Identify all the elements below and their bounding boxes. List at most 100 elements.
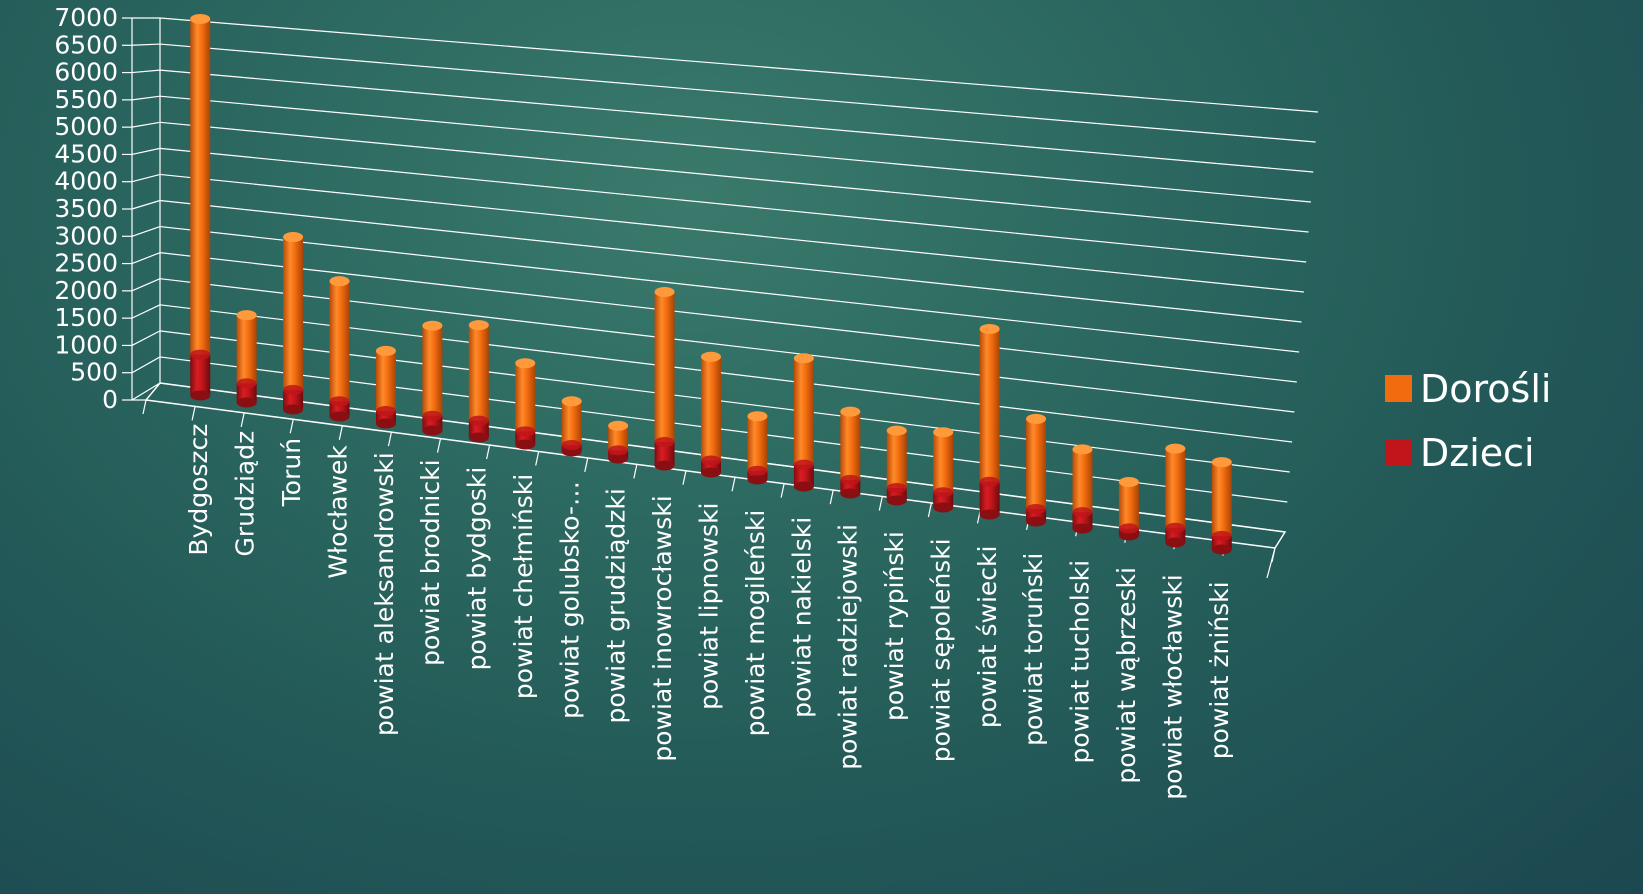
bar-segment-joint <box>561 439 582 450</box>
bar-dzieci-base <box>515 439 536 450</box>
bar-dzieci-base <box>329 411 350 422</box>
x-tick-mark <box>633 464 638 479</box>
x-tick-mark <box>927 502 932 518</box>
legend-label-dorosli: Dorośli <box>1420 367 1551 411</box>
bar-dzieci-base <box>283 404 304 415</box>
bar-segment-joint <box>422 410 443 421</box>
x-tick-mark <box>780 483 785 498</box>
bar-group <box>283 232 304 415</box>
gridline-side <box>131 278 161 292</box>
category-label: powiat grudziądzki <box>602 488 631 723</box>
x-tick-mark <box>486 444 491 460</box>
bar-dzieci-base <box>1165 537 1186 548</box>
bar-dorosli-top <box>1072 444 1093 455</box>
bar-dorosli <box>1072 449 1093 513</box>
category-label: powiat mogileński <box>741 510 770 737</box>
y-tick-label: 2000 <box>54 276 118 305</box>
gridline-side <box>131 356 161 374</box>
x-tick-mark <box>731 477 736 492</box>
bar-dzieci <box>190 354 211 396</box>
legend-label-dzieci: Dzieci <box>1420 431 1535 475</box>
category-label: powiat aleksandrowski <box>370 452 399 736</box>
x-tick-mark <box>584 457 589 473</box>
bar-dzieci-base <box>1118 530 1139 541</box>
bar-group <box>979 323 1000 520</box>
category-label: powiat chełmiński <box>509 474 538 699</box>
bar-dorosli-top <box>840 406 861 417</box>
bar-dzieci-base <box>375 418 396 429</box>
bar-dorosli-top <box>329 276 350 287</box>
bar-dorosli-top <box>1026 413 1047 424</box>
category-label: powiat bydgoski <box>463 467 492 671</box>
axes: 0500100015002000250030003500400045005000… <box>54 3 1276 579</box>
category-label: powiat lipnowski <box>695 503 724 710</box>
x-tick-mark <box>829 489 834 505</box>
y-tick-label: 500 <box>70 358 118 387</box>
bar-dorosli <box>1026 418 1047 509</box>
bar-segment-joint <box>1026 503 1047 514</box>
category-label: powiat golubsko-… <box>555 481 584 719</box>
bar-dzieci-base <box>979 509 1000 520</box>
legend-swatch-dzieci <box>1385 439 1412 466</box>
bar-segment-joint <box>1211 530 1232 541</box>
bar-segment-joint <box>236 378 257 389</box>
gridlines <box>131 17 1319 549</box>
bar-segment-joint <box>1072 507 1093 518</box>
y-tick-label: 7000 <box>54 3 118 32</box>
bar-dzieci-base <box>654 460 675 471</box>
category-label: powiat toruński <box>1019 553 1048 746</box>
gridline <box>159 69 1314 173</box>
x-tick-mark <box>191 406 196 421</box>
bar-dorosli <box>793 358 814 465</box>
y-tick-label: 1500 <box>54 303 118 332</box>
category-label: powiat radziejowski <box>834 524 863 770</box>
gridline <box>159 95 1311 203</box>
bar-dorosli-top <box>468 320 489 331</box>
bar-dorosli <box>236 315 257 384</box>
gridline <box>159 225 1300 353</box>
bar-dorosli-top <box>515 358 536 369</box>
bar-group <box>840 406 861 499</box>
x-tick-mark <box>142 399 147 415</box>
y-tick-label: 5500 <box>54 85 118 114</box>
bar-dorosli <box>933 432 954 493</box>
gridline-side <box>131 95 161 101</box>
bar-group <box>1072 444 1093 534</box>
bar-dorosli <box>329 281 350 402</box>
bar-dorosli <box>654 291 675 443</box>
bar-dzieci <box>793 464 814 487</box>
gridline <box>159 121 1309 233</box>
bar-dorosli-top <box>283 232 304 243</box>
category-label: powiat brodnicki <box>416 459 445 665</box>
bar-dzieci-base <box>190 390 211 401</box>
bar-dorosli-top <box>886 425 907 436</box>
bar-segment-joint <box>190 349 211 360</box>
category-labels: Bydgoszcz Grudziądz Toruń Włocławek powiat a… <box>184 424 1234 800</box>
bar-segment-joint <box>793 459 814 470</box>
bar-dzieci-base <box>840 488 861 499</box>
bar-segment-joint <box>283 384 304 395</box>
bar-dzieci-base <box>933 502 954 513</box>
x-tick-mark <box>535 451 540 466</box>
x-tick-mark <box>289 419 294 434</box>
bar-group <box>654 286 675 471</box>
bar-dorosli <box>979 328 1000 482</box>
bar-dzieci <box>283 389 304 410</box>
bar-group <box>190 13 211 401</box>
legend-swatch-dorosli <box>1385 375 1412 402</box>
bar-dorosli-top <box>608 420 629 431</box>
x-tick-mark <box>878 496 883 511</box>
bars <box>190 13 1232 555</box>
bar-dzieci <box>654 442 675 466</box>
bar-group <box>1026 413 1047 527</box>
gridline-side <box>131 199 161 210</box>
bar-dzieci-base <box>747 474 768 485</box>
bar-dzieci-base <box>1211 544 1232 555</box>
bar-dorosli-top <box>236 310 257 321</box>
category-label: powiat włocławski <box>1158 574 1187 800</box>
category-label: powiat inowrocławski <box>648 495 677 761</box>
y-tick-label: 4000 <box>54 167 118 196</box>
bar-dorosli-top <box>561 396 582 407</box>
bar-dorosli-top <box>422 320 443 331</box>
